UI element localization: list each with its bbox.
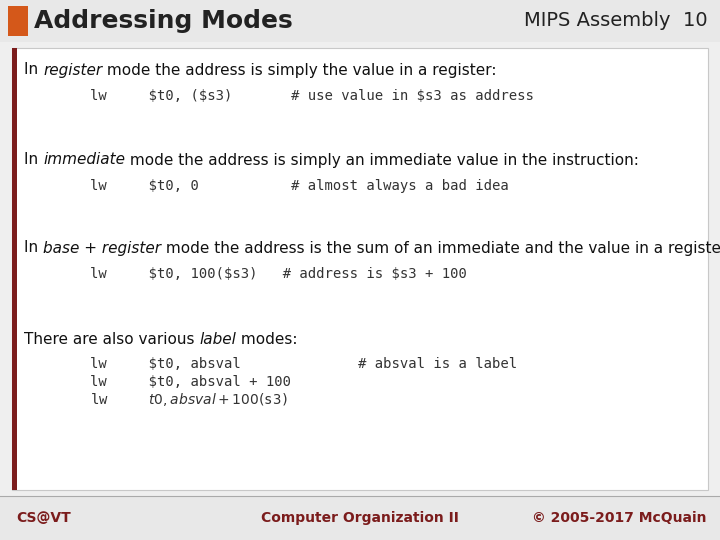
Text: lw     $t0, 0           # almost always a bad idea: lw $t0, 0 # almost always a bad idea xyxy=(90,179,509,193)
Text: immediate: immediate xyxy=(43,152,125,167)
Text: Computer Organization II: Computer Organization II xyxy=(261,511,459,525)
Text: lw     $t0, absval + 100: lw $t0, absval + 100 xyxy=(90,375,291,389)
Text: lw     $t0, 100($s3)   # address is $s3 + 100: lw $t0, 100($s3) # address is $s3 + 100 xyxy=(90,267,467,281)
Text: © 2005-2017 McQuain: © 2005-2017 McQuain xyxy=(531,511,706,525)
Text: register: register xyxy=(43,63,102,78)
Bar xyxy=(0,42,720,496)
Bar xyxy=(0,0,720,42)
Text: Addressing Modes: Addressing Modes xyxy=(34,9,293,33)
Text: modes:: modes: xyxy=(236,333,298,348)
Text: mode the address is simply an immediate value in the instruction:: mode the address is simply an immediate … xyxy=(125,152,639,167)
Bar xyxy=(12,48,17,490)
Text: CS@VT: CS@VT xyxy=(16,511,71,525)
Text: There are also various: There are also various xyxy=(24,333,199,348)
Text: In: In xyxy=(24,63,43,78)
Bar xyxy=(8,6,28,36)
Text: lw     $t0, ($s3)       # use value in $s3 as address: lw $t0, ($s3) # use value in $s3 as addr… xyxy=(90,89,534,103)
Text: mode the address is simply the value in a register:: mode the address is simply the value in … xyxy=(102,63,497,78)
Text: mode the address is the sum of an immediate and the value in a register:: mode the address is the sum of an immedi… xyxy=(161,240,720,255)
Text: MIPS Assembly  10: MIPS Assembly 10 xyxy=(524,11,708,30)
Text: lw     $t0, absval + 100($s3): lw $t0, absval + 100($s3) xyxy=(90,392,288,408)
Text: In: In xyxy=(24,240,43,255)
Text: label: label xyxy=(199,333,236,348)
Bar xyxy=(12,48,708,490)
Text: lw     $t0, absval              # absval is a label: lw $t0, absval # absval is a label xyxy=(90,357,517,371)
Text: In: In xyxy=(24,152,43,167)
Text: base + register: base + register xyxy=(43,240,161,255)
Bar xyxy=(0,496,720,540)
